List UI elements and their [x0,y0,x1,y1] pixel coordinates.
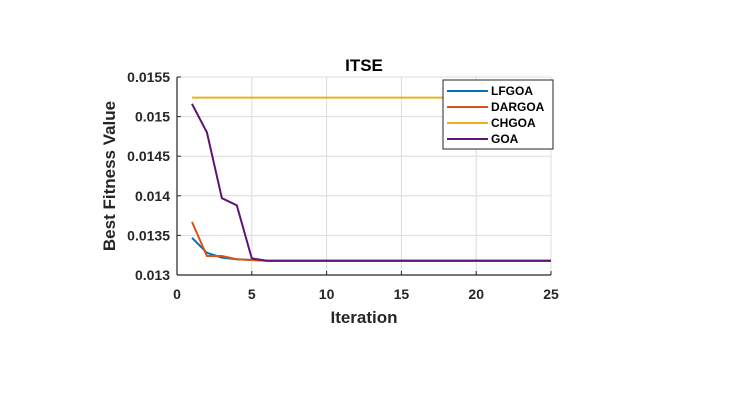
x-tick-label: 5 [248,286,256,302]
y-ticks: 0.013 0.0135 0.014 0.0145 0.015 0.0155 [127,69,181,283]
y-axis-label: Best Fitness Value [100,101,119,251]
x-tick-label: 25 [543,286,559,302]
legend-label: LFGOA [491,84,533,98]
x-tick-label: 15 [394,286,410,302]
legend-label: DARGOA [491,100,545,114]
x-ticks: 0 5 10 15 20 25 [173,271,559,302]
x-tick-label: 0 [173,286,181,302]
legend-item-dargoa: DARGOA [447,100,545,114]
legend-item-goa: GOA [447,132,519,146]
axes [176,77,551,276]
x-tick-label: 20 [468,286,484,302]
y-tick-label: 0.0155 [127,69,170,85]
legend-item-chgoa: CHGOA [447,116,536,130]
legend: LFGOA DARGOA CHGOA GOA [442,79,554,150]
y-tick-label: 0.013 [135,267,170,283]
x-tick-label: 10 [319,286,335,302]
legend-label: CHGOA [491,116,536,130]
y-tick-label: 0.0145 [127,148,170,164]
x-axis-label: Iteration [330,308,397,327]
chart-title: ITSE [345,56,383,75]
y-tick-label: 0.014 [135,188,170,204]
y-tick-label: 0.015 [135,109,170,125]
series-line-goa [191,103,551,262]
y-tick-label: 0.0135 [127,227,170,243]
legend-item-lfgoa: LFGOA [447,84,533,98]
legend-label: GOA [491,132,519,146]
